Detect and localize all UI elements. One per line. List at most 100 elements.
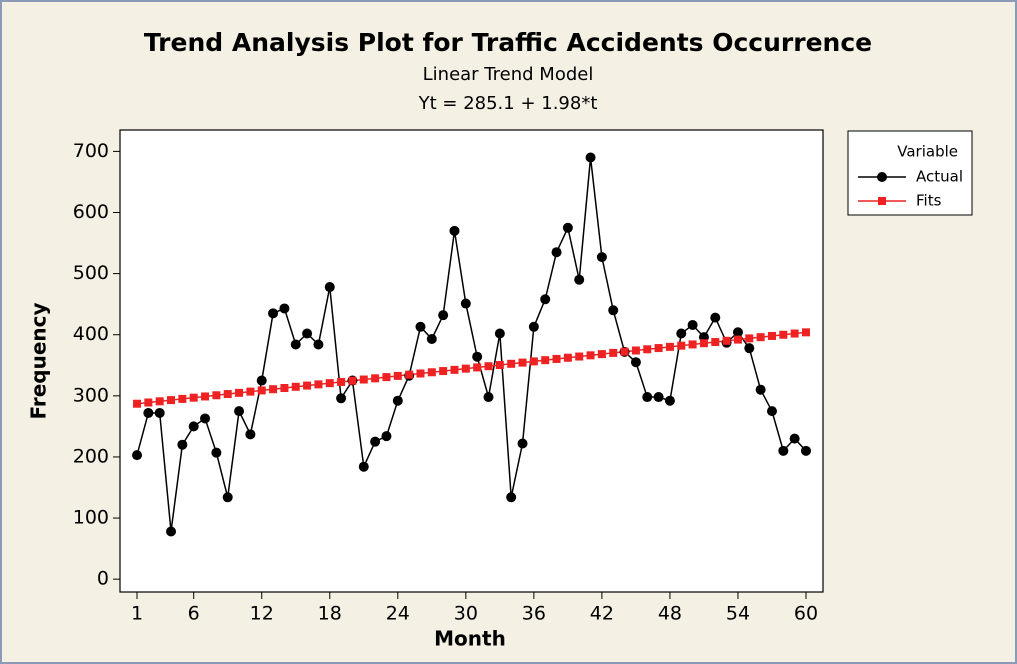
legend-marker bbox=[878, 197, 886, 205]
data-point bbox=[416, 369, 425, 378]
data-point bbox=[608, 305, 619, 316]
data-point bbox=[280, 383, 289, 392]
data-point bbox=[279, 303, 290, 314]
legend-title: Variable bbox=[897, 143, 958, 161]
data-point bbox=[144, 398, 153, 407]
data-point bbox=[687, 319, 698, 330]
data-point bbox=[733, 335, 742, 344]
data-point bbox=[405, 370, 414, 379]
data-point bbox=[529, 357, 538, 366]
data-point bbox=[132, 450, 143, 461]
data-point bbox=[358, 461, 369, 472]
data-point bbox=[201, 392, 210, 401]
data-point bbox=[756, 333, 765, 342]
data-point bbox=[235, 388, 244, 397]
data-point bbox=[371, 374, 380, 383]
data-point bbox=[755, 384, 766, 395]
data-point bbox=[382, 373, 391, 382]
x-tick-label: 6 bbox=[188, 603, 200, 625]
data-point bbox=[630, 357, 641, 368]
y-tick-label: 700 bbox=[73, 140, 109, 162]
legend-label: Actual bbox=[916, 168, 963, 186]
data-point bbox=[653, 392, 664, 403]
x-tick-label: 24 bbox=[386, 603, 410, 625]
data-point bbox=[778, 445, 789, 456]
data-point bbox=[449, 225, 460, 236]
data-point bbox=[223, 390, 232, 399]
data-point bbox=[143, 407, 154, 418]
data-point bbox=[483, 392, 494, 403]
data-point bbox=[336, 393, 347, 404]
legend-marker bbox=[877, 172, 887, 182]
data-point bbox=[211, 447, 222, 458]
data-point bbox=[562, 222, 573, 233]
data-point bbox=[359, 375, 368, 384]
x-tick-label: 36 bbox=[522, 603, 546, 625]
data-point bbox=[484, 362, 493, 371]
data-point bbox=[664, 395, 675, 406]
data-point bbox=[586, 351, 595, 360]
x-axis-label: Month bbox=[434, 627, 506, 651]
data-point bbox=[291, 382, 300, 391]
data-point bbox=[189, 393, 198, 402]
data-point bbox=[325, 379, 334, 388]
data-point bbox=[801, 328, 810, 337]
data-point bbox=[732, 327, 743, 338]
data-point bbox=[575, 352, 584, 361]
data-point bbox=[290, 339, 301, 350]
data-point bbox=[393, 371, 402, 380]
data-point bbox=[166, 526, 177, 537]
data-point bbox=[167, 396, 176, 405]
y-tick-label: 100 bbox=[73, 507, 109, 529]
data-point bbox=[222, 492, 233, 503]
data-point bbox=[722, 336, 731, 345]
data-point bbox=[256, 375, 267, 386]
data-point bbox=[676, 328, 687, 339]
data-point bbox=[154, 407, 165, 418]
x-tick-label: 18 bbox=[318, 603, 342, 625]
y-tick-label: 200 bbox=[73, 445, 109, 467]
data-point bbox=[665, 342, 674, 351]
data-point bbox=[779, 330, 788, 339]
data-point bbox=[178, 394, 187, 403]
data-point bbox=[473, 363, 482, 372]
y-tick-label: 400 bbox=[73, 323, 109, 345]
data-point bbox=[631, 346, 640, 355]
data-point bbox=[541, 356, 550, 365]
data-point bbox=[596, 252, 607, 263]
data-point bbox=[654, 344, 663, 353]
data-point bbox=[439, 367, 448, 376]
data-point bbox=[177, 439, 188, 450]
subtitle: Linear Trend Model bbox=[423, 64, 594, 85]
data-point bbox=[789, 433, 800, 444]
data-point bbox=[268, 308, 279, 319]
y-tick-label: 300 bbox=[73, 384, 109, 406]
y-tick-label: 500 bbox=[73, 262, 109, 284]
data-point bbox=[438, 310, 449, 321]
data-point bbox=[494, 328, 505, 339]
x-tick-label: 42 bbox=[590, 603, 614, 625]
y-tick-label: 600 bbox=[73, 201, 109, 223]
data-point bbox=[302, 328, 313, 339]
legend-label: Fits bbox=[916, 192, 942, 210]
data-point bbox=[711, 338, 720, 347]
data-point bbox=[710, 312, 721, 323]
data-point bbox=[324, 282, 335, 293]
subtitle: Yt = 285.1 + 1.98*t bbox=[418, 93, 598, 114]
data-point bbox=[800, 445, 811, 456]
data-point bbox=[699, 339, 708, 348]
data-point bbox=[688, 340, 697, 349]
data-point bbox=[495, 361, 504, 370]
data-point bbox=[212, 391, 221, 400]
data-point bbox=[766, 406, 777, 417]
data-point bbox=[257, 386, 266, 395]
data-point bbox=[574, 274, 585, 285]
data-point bbox=[518, 358, 527, 367]
y-tick-label: 0 bbox=[97, 568, 109, 590]
data-point bbox=[551, 247, 562, 258]
data-point bbox=[460, 298, 471, 309]
data-point bbox=[517, 438, 528, 449]
data-point bbox=[269, 385, 278, 394]
x-tick-label: 60 bbox=[794, 603, 818, 625]
